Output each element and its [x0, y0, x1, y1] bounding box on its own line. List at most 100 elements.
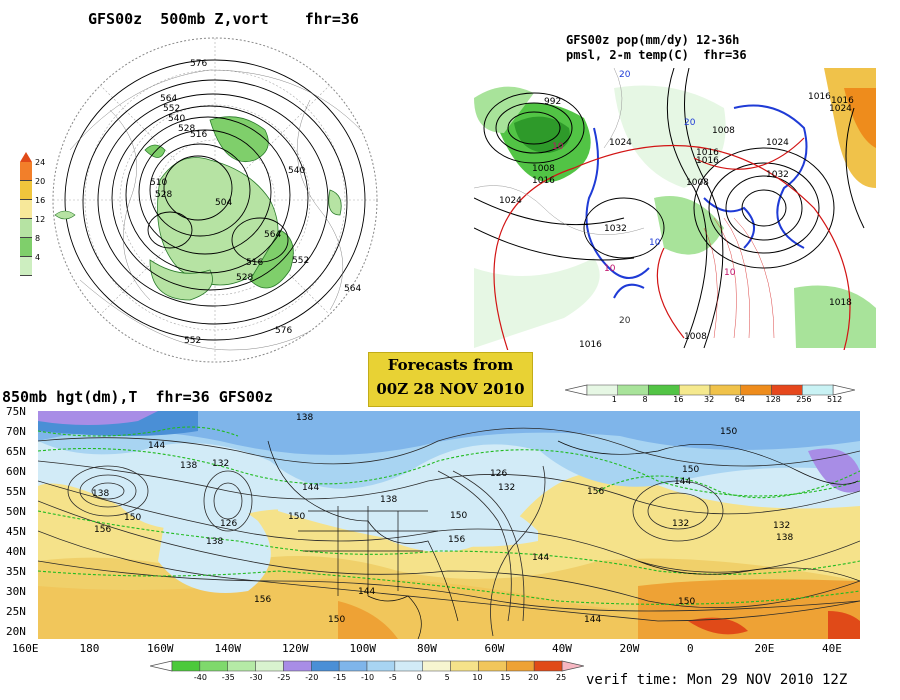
pop-contour-label: 1024 — [766, 138, 789, 148]
pop-colorbar-tick: 32 — [704, 395, 715, 404]
longitude-label: 40E — [822, 642, 842, 655]
temp-colorbar-swatch — [338, 660, 368, 672]
temp-colorbar-swatch — [171, 660, 201, 672]
longitude-label: 60W — [484, 642, 505, 655]
pop-title-line2: pmsl, 2-m temp(C) fhr=36 — [566, 48, 747, 62]
pop-map: 1024 1016 1008 992 1024 1016 1008 1032 1… — [474, 68, 876, 350]
vort-colorbar-swatch — [20, 219, 32, 238]
pop-contour-label: 1018 — [829, 298, 852, 308]
temp-colorbar-tick: 25 — [556, 673, 567, 682]
vort-contour-label: 540 — [288, 166, 306, 176]
temp-colorbar-tick: -35 — [221, 673, 235, 682]
longitude-label: 20W — [619, 642, 640, 655]
pop-contour-label: 1024 — [609, 138, 632, 148]
vort-contour-label: 552 — [163, 104, 181, 114]
latitude-label: 65N — [6, 445, 26, 458]
pop-contour-label: 1024 — [829, 104, 852, 114]
latitude-label: 20N — [6, 625, 26, 638]
vort-contour-label: 576 — [190, 59, 208, 69]
hgt-contour-label: 144 — [584, 615, 602, 625]
temp-colorbar-swatch — [450, 660, 479, 672]
hgt-contour-label: 150 — [678, 597, 696, 607]
vort-colorbar-swatch — [20, 238, 32, 257]
hgt-contour-label: 150 — [682, 465, 700, 475]
latitude-label: 60N — [6, 465, 26, 478]
vort-contour-label: 552 — [184, 336, 202, 346]
vort-colorbar-tick: 4 — [35, 253, 41, 262]
latitude-label: 30N — [6, 585, 26, 598]
hgt-contour-label: 144 — [532, 553, 550, 563]
vort-contour-label: 552 — [292, 256, 310, 266]
longitude-label: 160W — [147, 642, 174, 655]
hgt-contour-label: 132 — [773, 521, 791, 531]
pop-colorbar-tick: 512 — [827, 395, 843, 404]
temp-colorbar-swatch — [255, 660, 284, 672]
vort-colorbar-tick: 12 — [35, 215, 46, 224]
longitude-label: 20E — [754, 642, 775, 655]
pop-title-line1: GFS00z pop(mm/dy) 12-36h — [566, 33, 740, 47]
vort-colorbar-swatch — [20, 181, 32, 200]
hgt-contour-label: 126 — [490, 469, 508, 479]
pop-colorbar-swatch — [617, 384, 649, 396]
pop-contour-label: 1016 — [831, 96, 854, 106]
hgt-contour-label: 132 — [672, 519, 690, 529]
pop-colorbar-swatch — [771, 384, 803, 396]
latitude-label: 45N — [6, 525, 26, 538]
temp-colorbar-tick: -10 — [361, 673, 375, 682]
latitude-label: 55N — [6, 485, 26, 498]
pop-contour-label: 1032 — [604, 224, 627, 234]
pop-colorbar-tick: 128 — [765, 395, 781, 404]
hgt-contour-label: 138 — [296, 413, 314, 423]
vort-contour-label: 528 — [155, 190, 173, 200]
pop-colorbar-svg — [565, 384, 855, 396]
pop-colorbar-swatch — [679, 384, 711, 396]
latitude-label: 70N — [6, 425, 26, 438]
longitude-label: 160E — [12, 642, 39, 655]
pop-colorbar-swatch — [648, 384, 680, 396]
pop-contour-label: 1016 — [808, 92, 831, 102]
hgt-contour-label: 150 — [288, 512, 306, 522]
vort-contour-label: 564 — [344, 284, 362, 294]
latitude-label: 50N — [6, 505, 26, 518]
hgt-contour-label: 156 — [587, 487, 605, 497]
latitude-label: 40N — [6, 545, 26, 558]
vort-contour-label: 576 — [275, 326, 293, 336]
temp-colorbar-swatch — [394, 660, 423, 672]
hgt-contour-label: 156 — [254, 595, 272, 605]
hgt-contour-label: 138 — [206, 537, 224, 547]
vort-contour-label: 528 — [236, 273, 254, 283]
hgt-contour-label: 156 — [94, 525, 112, 535]
temp-colorbar-tick: 0 — [416, 673, 422, 682]
hgt-contour-label: 132 — [212, 459, 230, 469]
verif-time: verif time: Mon 29 NOV 2010 12Z — [586, 672, 848, 688]
hgt-contour-label: 156 — [448, 535, 466, 545]
temp-colorbar-swatch — [366, 660, 396, 672]
pop-contour-label: 1008 — [712, 126, 735, 136]
temp-colorbar-swatch — [199, 660, 228, 672]
pop-colorbar: 1 8 16 32 64 128 256 512 — [565, 384, 855, 406]
longitude-label: 180 — [79, 642, 100, 655]
pop-contour-label: 1016 — [579, 340, 602, 350]
vort-colorbar-swatch — [20, 162, 32, 181]
vort-colorbar-swatch — [20, 257, 32, 276]
vort-contour-label: 516 — [190, 130, 208, 140]
longitude-label: 120W — [282, 642, 309, 655]
pop-colorbar-swatch — [802, 384, 834, 396]
temp-colorbar-tick: -20 — [305, 673, 319, 682]
hgt-contour-label: 144 — [674, 477, 692, 487]
forecasts-from-label: Forecasts from — [387, 356, 514, 374]
hgt-map: 138 144 138 132 150 126 138 156 144 150 … — [38, 411, 860, 639]
longitude-label: 140W — [214, 642, 242, 655]
vort-title: GFS00z 500mb Z,vort fhr=36 — [88, 10, 359, 28]
pop-map-svg — [474, 68, 876, 350]
vort-contour-label: 510 — [150, 178, 168, 188]
pop-contour-label: 10 — [552, 142, 564, 152]
pop-contour-label: 20 — [619, 70, 631, 80]
pop-colorbar-tick: 256 — [796, 395, 812, 404]
temp-colorbar-tick: -5 — [388, 673, 397, 682]
hgt-contour-label: 144 — [302, 483, 320, 493]
vort-contour-label: 564 — [160, 94, 178, 104]
temp-colorbar-tick: 15 — [500, 673, 511, 682]
pop-contour-label: 1024 — [499, 196, 522, 206]
hgt-contour-label: 144 — [358, 587, 376, 597]
